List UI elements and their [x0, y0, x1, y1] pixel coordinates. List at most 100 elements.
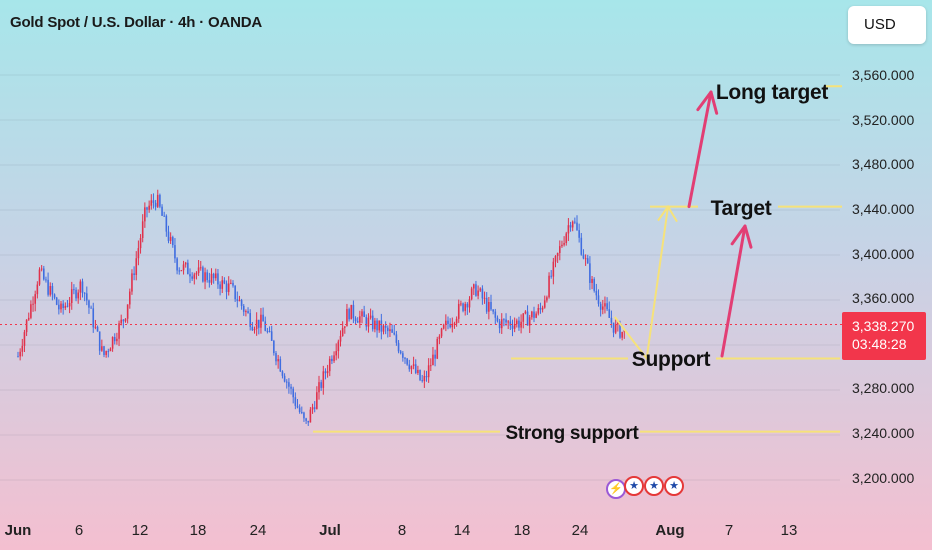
y-tick-label: 3,360.000: [852, 290, 915, 306]
x-tick-label: 18: [189, 522, 207, 539]
candle-body: [38, 269, 41, 285]
candle-body: [574, 221, 576, 223]
candle-body: [531, 311, 533, 318]
candle-body: [195, 272, 198, 275]
candle-body: [309, 409, 312, 423]
candle-body: [414, 364, 417, 374]
candle-body: [576, 222, 578, 231]
us-flag-icon[interactable]: ★: [644, 476, 664, 496]
target-label: Target: [710, 197, 772, 220]
candle-body: [331, 358, 333, 362]
candle-body: [524, 311, 527, 314]
candle-body: [116, 338, 118, 342]
candle-body: [434, 354, 436, 359]
candle-body: [505, 319, 507, 323]
candle-body: [281, 371, 284, 376]
candle-body: [105, 351, 107, 355]
candle-body: [172, 237, 174, 246]
candle-body: [268, 331, 271, 333]
candle-body: [311, 407, 314, 410]
candle-body: [152, 200, 155, 203]
candle-body: [94, 326, 97, 328]
candle-body: [457, 303, 460, 319]
candle-body: [234, 285, 236, 300]
candle-body: [58, 304, 60, 310]
x-tick-label: 13: [780, 522, 798, 539]
us-flag-icon[interactable]: ★: [664, 476, 684, 496]
candle-body: [77, 292, 79, 299]
candle-body: [561, 244, 563, 247]
candle-body: [361, 311, 363, 317]
candle-body: [260, 314, 262, 328]
candle-body: [245, 311, 247, 313]
candle-body: [475, 284, 477, 296]
long-target-label: Long target: [715, 81, 829, 104]
candle-body: [460, 303, 462, 305]
candle-body: [399, 351, 402, 354]
candle-body: [451, 323, 454, 328]
candle-body: [202, 267, 204, 282]
x-tick-label: 14: [453, 522, 471, 539]
candle-body: [363, 311, 365, 317]
candle-body: [384, 325, 387, 328]
candle-body: [79, 281, 82, 293]
candle-body: [580, 237, 583, 255]
candle-body: [111, 337, 114, 349]
candle-body: [64, 305, 67, 308]
candle-body: [397, 342, 400, 352]
candle-body: [421, 380, 423, 382]
candle-body: [227, 283, 230, 292]
x-tick-label: 12: [131, 522, 149, 539]
x-tick-label: Jun: [4, 522, 32, 539]
candle-body: [92, 308, 95, 328]
candle-body: [423, 376, 426, 382]
candle-body: [34, 294, 36, 304]
candle-body: [17, 356, 19, 358]
currency-selector-button[interactable]: USD: [848, 6, 926, 44]
candle-body: [335, 351, 337, 356]
candle-body: [178, 270, 181, 272]
candle-body: [199, 267, 202, 269]
candle-body: [552, 261, 555, 277]
candle-body: [21, 345, 24, 352]
candle-body: [578, 230, 580, 238]
candle-body: [584, 258, 587, 260]
candle-body: [350, 304, 353, 320]
candle-body: [120, 319, 122, 324]
candle-body: [23, 332, 26, 346]
candle-body: [427, 365, 430, 378]
candle-body: [571, 221, 574, 228]
candle-body: [277, 359, 279, 362]
us-flag-icon[interactable]: ★: [624, 476, 644, 496]
candle-body: [604, 303, 606, 307]
candle-body: [159, 194, 161, 207]
candle-body: [137, 248, 140, 259]
candle-body: [509, 321, 512, 326]
candle-body: [488, 302, 490, 312]
candle-body: [408, 364, 411, 370]
candle-body: [344, 326, 346, 328]
candle-body: [341, 327, 344, 337]
candle-body: [339, 336, 342, 342]
candle-body: [55, 297, 58, 305]
x-tick-label: 6: [74, 522, 84, 539]
candle-body: [602, 306, 604, 310]
candle-body: [70, 289, 73, 304]
candle-body: [610, 317, 613, 323]
candle-body: [320, 382, 322, 388]
candle-body: [163, 215, 165, 217]
candle-body: [27, 317, 30, 320]
x-tick-label: Jul: [319, 522, 341, 539]
candle-body: [419, 369, 421, 381]
candle-body: [30, 304, 32, 318]
candle-body: [107, 351, 110, 353]
strong-support-label: Strong support: [505, 423, 639, 444]
lightning-icon[interactable]: ⚡: [606, 479, 626, 499]
candle-body: [129, 291, 131, 305]
candle-body: [139, 238, 142, 249]
candle-body: [236, 299, 239, 301]
candle-body: [238, 300, 241, 302]
candle-body: [333, 355, 335, 362]
candle-body: [550, 275, 552, 277]
